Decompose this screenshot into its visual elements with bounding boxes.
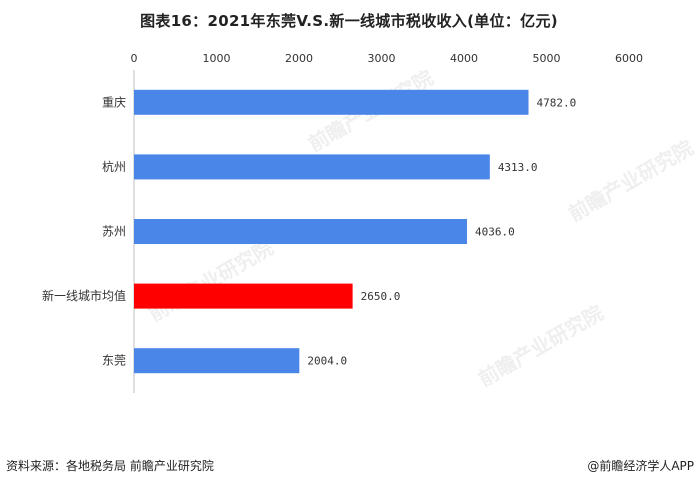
- category-label: 新一线城市均值: [42, 288, 126, 303]
- x-tick-label: 5000: [533, 52, 561, 65]
- x-tick-label: 6000: [615, 52, 643, 65]
- x-tick-label: 1000: [203, 52, 231, 65]
- credit-note: @前瞻经济学人APP: [587, 459, 694, 473]
- category-label: 东莞: [102, 354, 126, 368]
- value-label: 2004.0: [307, 355, 347, 368]
- bar: [134, 283, 353, 309]
- bar: [134, 154, 490, 180]
- bar: [134, 219, 467, 244]
- value-label: 4313.0: [498, 161, 538, 174]
- category-label: 苏州: [102, 225, 126, 239]
- value-label: 4036.0: [475, 226, 515, 239]
- x-tick-label: 4000: [450, 52, 478, 65]
- chart-title: 图表16：2021年东莞V.S.新一线城市税收收入(单位：亿元): [140, 12, 558, 30]
- value-label: 2650.0: [361, 290, 401, 303]
- category-label: 重庆: [102, 95, 126, 109]
- bar-chart: 0 1000 2000 3000 4000 5000 6000 重庆 4782.0 杭州 4313.…: [42, 52, 643, 393]
- category-label: 杭州: [102, 159, 126, 174]
- bar: [134, 89, 529, 115]
- value-label: 4782.0: [537, 96, 577, 109]
- source-note: 资料来源：各地税务局 前瞻产业研究院: [6, 459, 214, 473]
- bar: [134, 348, 300, 374]
- x-tick-label: 0: [131, 52, 138, 65]
- x-tick-label: 3000: [368, 52, 396, 65]
- x-tick-label: 2000: [285, 52, 313, 65]
